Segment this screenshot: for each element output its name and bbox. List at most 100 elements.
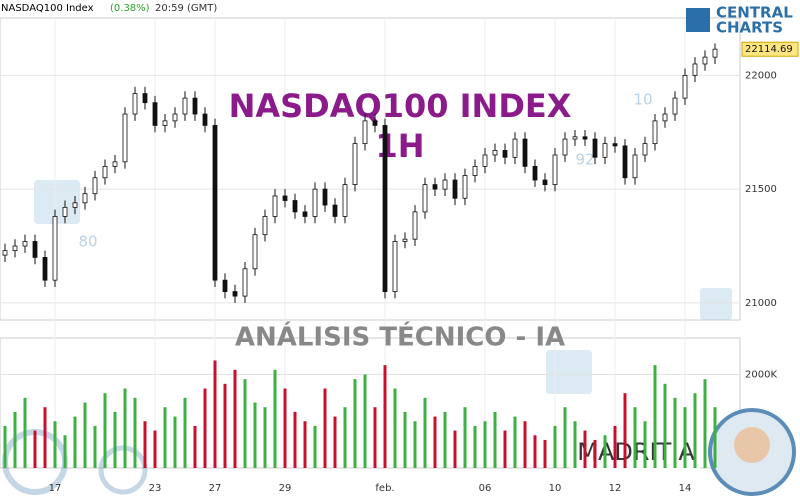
volume-bar — [553, 425, 557, 468]
candle-body — [662, 113, 668, 122]
volume-bar — [483, 421, 487, 468]
time: 20:59 (GMT) — [155, 3, 217, 14]
logo-text: CENTRAL — [716, 4, 793, 22]
volume-bar — [703, 379, 707, 468]
x-tick-label: 17 — [49, 483, 62, 494]
candle-body — [112, 161, 118, 167]
x-tick-label: feb. — [375, 483, 394, 494]
volume-bar — [583, 430, 587, 468]
volume-bar — [133, 397, 137, 468]
candle-body — [32, 241, 38, 258]
candle-body — [252, 234, 258, 270]
volume-bar — [393, 388, 397, 468]
volume-bar — [253, 402, 257, 468]
candle-body — [672, 97, 678, 115]
candle-body — [542, 179, 548, 185]
symbol: NASDAQ100 Index — [1, 3, 94, 14]
volume-pane — [0, 337, 741, 469]
volume-bar — [643, 421, 647, 468]
volume-bar — [673, 397, 677, 468]
candle-body — [272, 195, 278, 217]
icon — [700, 288, 732, 320]
candle-body — [502, 150, 508, 158]
candle-body — [472, 165, 478, 176]
candle-body — [62, 206, 68, 217]
volume-bar — [63, 435, 67, 468]
candle-body — [492, 150, 498, 156]
candle-body — [562, 138, 568, 156]
volume-bar — [353, 379, 357, 468]
logo-text: CHARTS — [716, 19, 783, 37]
faint-number: 80 — [78, 233, 97, 251]
candle-body — [412, 211, 418, 240]
volume-bar — [593, 439, 597, 468]
volume-bar — [523, 421, 527, 468]
candle-body — [172, 113, 178, 122]
x-tick-label: 12 — [609, 483, 622, 494]
candle-body — [482, 154, 488, 167]
candle-body — [232, 291, 238, 297]
candle-body — [162, 120, 168, 126]
volume-bar — [13, 411, 17, 468]
y-tick-label: 21000 — [745, 298, 777, 309]
candle-body — [602, 143, 608, 158]
candle-body — [262, 216, 268, 236]
candle-body — [202, 113, 208, 126]
volume-bar — [453, 430, 457, 468]
volume-bar — [283, 388, 287, 468]
candle-body — [612, 143, 618, 147]
candle-body — [2, 250, 8, 256]
y-tick-label: 21500 — [745, 184, 777, 195]
candle-body — [282, 195, 288, 201]
candle-body — [142, 93, 148, 104]
candle-body — [292, 200, 298, 213]
volume-bar — [623, 393, 627, 468]
candle-body — [422, 184, 428, 213]
volume-bar — [573, 421, 577, 468]
candle-body — [432, 184, 438, 190]
candle-body — [712, 48, 718, 58]
volume-bar — [633, 407, 637, 468]
volume-bar — [193, 425, 197, 468]
volume-bar — [103, 393, 107, 468]
volume-bar — [333, 416, 337, 468]
volume-bar — [613, 425, 617, 468]
candle-body — [552, 154, 558, 185]
candle-body — [152, 102, 158, 126]
price-pane — [0, 17, 741, 321]
volume-bar — [3, 425, 7, 468]
volume-bar — [343, 407, 347, 468]
volume-bar — [183, 397, 187, 468]
y-tick-label: 22000 — [745, 70, 777, 81]
volume-bar — [33, 430, 37, 468]
faint-number: 92 — [575, 151, 594, 169]
candle-body — [692, 63, 698, 76]
volume-bar — [653, 365, 657, 468]
volume-bar — [243, 379, 247, 468]
candle-body — [12, 245, 18, 251]
volume-bar — [403, 411, 407, 468]
arrow-icon — [98, 445, 148, 495]
candle-body — [132, 93, 138, 115]
volume-bar — [563, 407, 567, 468]
volume-bar — [273, 369, 277, 468]
volume-bar — [23, 397, 27, 468]
volume-bar — [413, 421, 417, 468]
candle-body — [372, 120, 378, 126]
volume-bar — [543, 439, 547, 468]
volume-bar — [423, 397, 427, 468]
volume-bar — [363, 374, 367, 468]
candle-body — [42, 257, 48, 281]
volume-bar — [113, 411, 117, 468]
volume-bar — [513, 416, 517, 468]
volume-bar — [603, 435, 607, 468]
volume-bar — [83, 402, 87, 468]
candle-body — [312, 188, 318, 217]
candle-body — [352, 143, 358, 185]
candle-body — [102, 165, 108, 179]
candle-body — [322, 188, 328, 206]
candle-body — [512, 138, 518, 158]
candle-body — [392, 241, 398, 292]
price-tag — [741, 41, 799, 57]
candle-body — [182, 97, 188, 115]
